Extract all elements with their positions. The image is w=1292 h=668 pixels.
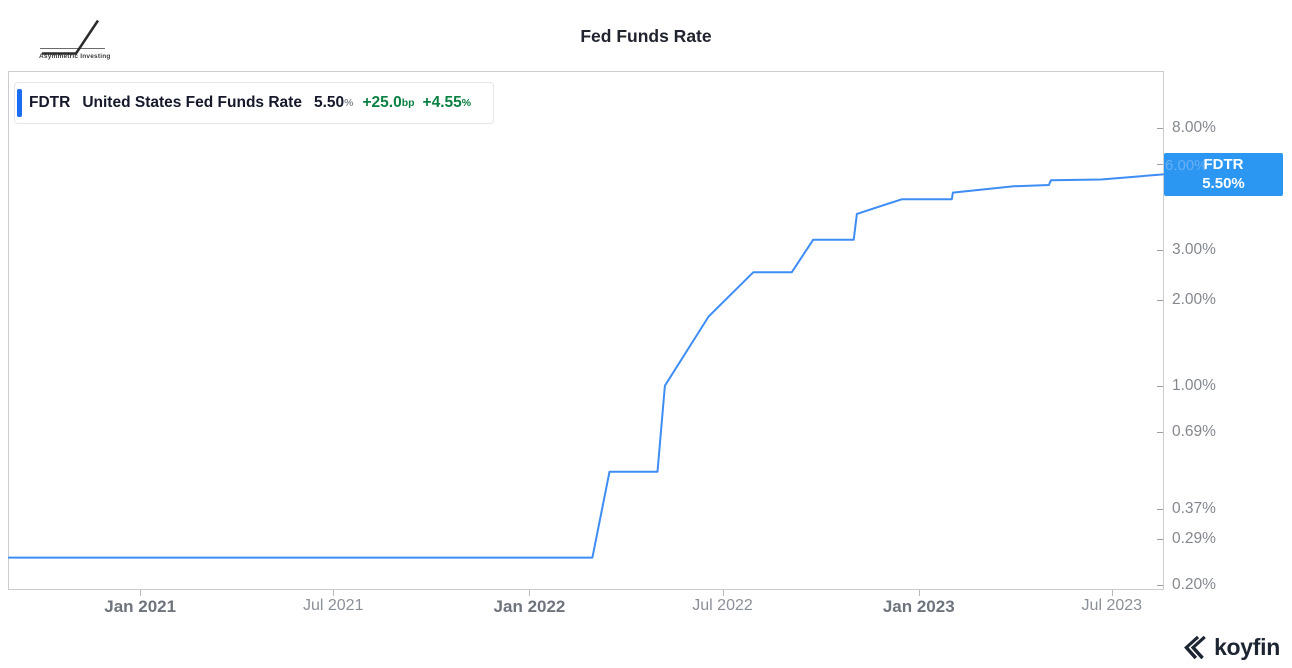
logo-hockeystick-line [42,19,100,55]
x-axis-label: Jan 2023 [882,597,955,616]
price-line-chart [8,173,1164,559]
y-axis-tick [1157,299,1163,301]
x-axis-tick [140,590,142,596]
legend-change-bp-unit: bp [401,97,415,109]
y-axis-label: 3.00% [1172,240,1216,258]
x-axis-tick [1111,590,1113,596]
y-axis-tick [1157,508,1163,510]
koyfin-icon [1184,635,1206,660]
x-axis-label: Jan 2021 [104,597,177,616]
hidden-axis-label: 6.00% [1165,156,1208,174]
y-axis-tick [1157,163,1163,165]
y-axis-tick [1157,385,1163,387]
x-axis-tick [333,590,335,596]
asymmetric-investing-label: Asymmetric Investing [39,53,111,60]
y-axis-label: 8.00% [1172,119,1216,136]
y-axis-label: 0.69% [1172,422,1216,440]
x-axis-tick [722,590,724,596]
legend-change-pct: +4.55 [422,94,462,111]
badge-ticker: FDTR [1203,155,1244,173]
legend-series-name: United States Fed Funds Rate [82,94,302,111]
x-axis-label: Jul 2021 [302,597,364,614]
y-axis-tick [1157,539,1163,541]
y-axis-tick [1157,128,1163,129]
page-title: Fed Funds Rate [580,26,712,46]
x-axis-label: Jul 2023 [1081,597,1143,614]
legend-chip[interactable]: FDTR United States Fed Funds Rate 5.50 %… [14,82,495,124]
x-axis-label: Jan 2022 [493,597,566,616]
y-axis-label: 1.00% [1172,376,1216,394]
legend-ticker: FDTR [29,94,71,111]
legend-last-value-unit: % [344,97,354,109]
plot-area[interactable] [8,71,1164,590]
legend-last-value: 5.50 [313,94,345,111]
fdtr-line-series [8,173,1164,559]
y-axis-label: 0.20% [1172,576,1216,594]
y-axis-tick [1157,585,1163,587]
legend-change-bp: +25.0 [362,94,402,111]
y-axis-label: 2.00% [1172,290,1216,308]
last-price-badge: 6.00% FDTR 5.50% [1164,152,1283,196]
x-axis-label: Jul 2022 [692,597,753,614]
x-axis-tick [529,590,531,596]
koyfin-wordmark: koyfin [1214,634,1280,660]
y-axis-tick [1157,431,1163,433]
koyfin-watermark: koyfin [1182,634,1280,661]
series-color-bar [17,89,22,117]
y-axis-tick [1157,249,1163,251]
x-axis-tick [918,590,920,596]
badge-value: 5.50% [1202,175,1245,193]
legend-change-pct-unit: % [461,97,472,109]
y-axis-label: 0.37% [1172,499,1216,517]
y-axis-label: 0.29% [1172,530,1216,548]
asymmetric-investing-logo [40,19,105,55]
